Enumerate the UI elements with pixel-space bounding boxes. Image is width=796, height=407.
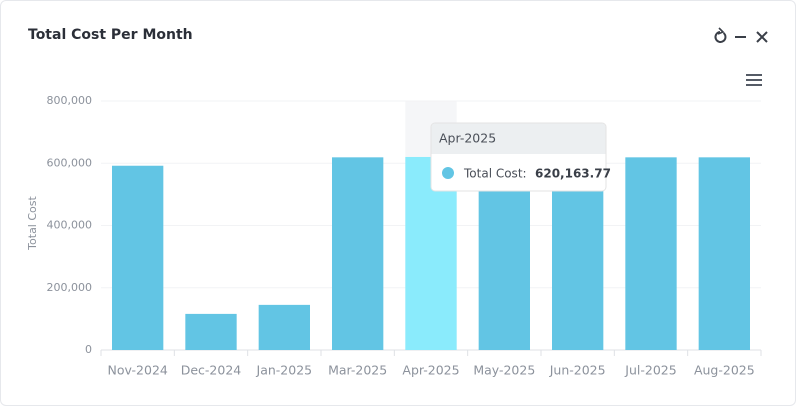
y-tick-label: 600,000	[47, 156, 93, 169]
y-tick-label: 400,000	[47, 219, 93, 232]
y-axis-label: Total Cost	[26, 196, 39, 251]
bar	[112, 165, 164, 350]
x-tick-label: Jan-2025	[256, 363, 313, 378]
bar	[258, 304, 310, 350]
bar	[625, 157, 677, 350]
tooltip-title: Apr-2025	[439, 131, 496, 146]
x-tick-label: May-2025	[473, 363, 535, 378]
x-tick-label: Dec-2024	[181, 363, 242, 378]
tooltip-header	[431, 123, 606, 154]
close-icon[interactable]	[756, 31, 768, 43]
tooltip: Apr-2025 Total Cost: 620,163.77	[430, 122, 611, 192]
refresh-icon[interactable]	[714, 27, 727, 43]
tooltip-marker	[442, 167, 454, 179]
x-tick-label: Jul-2025	[624, 363, 676, 378]
x-tick-label: Nov-2024	[107, 363, 167, 378]
bar	[185, 313, 237, 350]
y-tick-label: 200,000	[47, 281, 93, 294]
x-tick-label: Jun-2025	[549, 363, 606, 378]
bar	[332, 157, 384, 350]
tooltip-label: Total Cost:	[463, 167, 527, 181]
x-tick-label: Apr-2025	[402, 363, 459, 378]
tooltip-value: 620,163.77	[535, 167, 611, 181]
x-tick-label: Mar-2025	[328, 363, 387, 378]
menu-icon[interactable]	[746, 74, 762, 86]
bar	[698, 157, 750, 350]
x-tick-label: Aug-2025	[694, 363, 755, 378]
chart-title: Total Cost Per Month	[28, 27, 193, 43]
y-tick-label: 0	[85, 343, 92, 356]
y-tick-label: 800,000	[47, 94, 93, 107]
